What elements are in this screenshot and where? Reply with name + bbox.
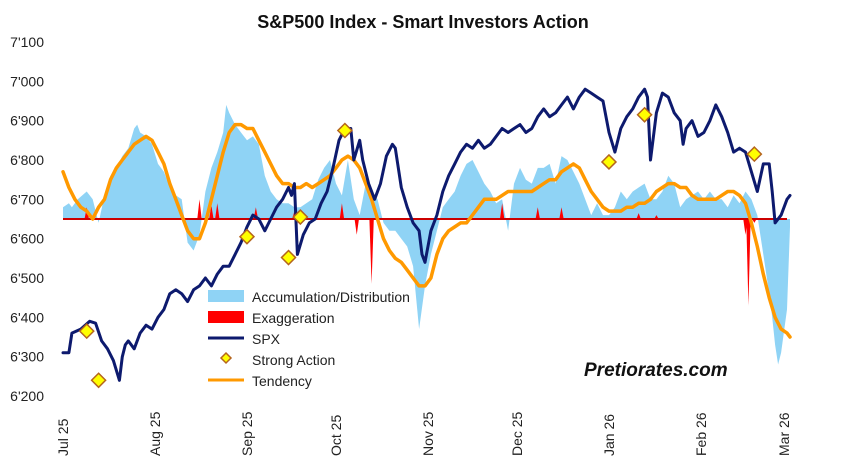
x-axis-ticks: Jul 25 Aug 25 Sep 25 Oct 25 Nov 25 Dec 25 Jan … bbox=[55, 411, 792, 456]
strong-action-marker-4 bbox=[292, 208, 309, 226]
y-tick-label: 6'400 bbox=[10, 309, 44, 325]
legend-label-tendency: Tendency bbox=[252, 373, 312, 389]
y-tick-label: 6'900 bbox=[10, 113, 44, 129]
x-tick-label: Dec 25 bbox=[509, 411, 525, 456]
accumulation-distribution-area bbox=[63, 104, 790, 365]
y-tick-label: 6'300 bbox=[10, 349, 44, 365]
x-tick-label: Nov 25 bbox=[420, 411, 436, 456]
x-tick-label: Jan 26 bbox=[601, 414, 617, 456]
exaggeration-spike-9 bbox=[499, 203, 505, 219]
exaggeration-spike-8 bbox=[369, 219, 374, 284]
y-axis-ticks: 6'200 6'300 6'400 6'500 6'600 6'700 6'800 6'900… bbox=[10, 34, 44, 404]
legend-label-accumulation: Accumulation/Distribution bbox=[252, 289, 410, 305]
y-tick-label: 6'200 bbox=[10, 388, 44, 404]
legend-swatch-exaggeration bbox=[208, 311, 244, 323]
spx-line bbox=[61, 87, 792, 382]
exaggeration-spike-6 bbox=[339, 203, 345, 219]
x-tick-label: Mar 26 bbox=[776, 412, 792, 456]
tendency-line-path bbox=[61, 122, 792, 339]
strong-action-marker-1 bbox=[90, 372, 107, 389]
exaggeration-spike-2 bbox=[209, 205, 214, 219]
y-tick-label: 6'500 bbox=[10, 270, 44, 286]
y-tick-label: 6'800 bbox=[10, 152, 44, 168]
y-tick-label: 7'100 bbox=[10, 34, 44, 50]
x-tick-label: Sep 25 bbox=[239, 411, 255, 456]
strong-action-markers bbox=[78, 106, 763, 389]
exaggeration-spike-1 bbox=[197, 199, 202, 219]
x-tick-label: Feb 26 bbox=[693, 412, 709, 456]
strong-action-marker-3 bbox=[280, 249, 297, 266]
legend: Accumulation/Distribution Exaggeration S… bbox=[208, 289, 410, 389]
exaggeration-spike-12 bbox=[636, 213, 641, 219]
tendency-line bbox=[61, 122, 792, 339]
strong-action-marker-8 bbox=[746, 146, 763, 163]
legend-swatch-strong-action bbox=[219, 351, 233, 365]
exaggeration-spike-11 bbox=[559, 207, 564, 219]
strong-action-marker-2 bbox=[238, 228, 256, 245]
y-tick-label: 6'600 bbox=[10, 231, 44, 247]
brand-watermark: Pretiorates.com bbox=[584, 360, 728, 381]
exaggeration-spike-15 bbox=[746, 219, 751, 306]
x-tick-label: Aug 25 bbox=[147, 411, 163, 456]
strong-action-marker-5 bbox=[336, 122, 353, 139]
strong-action-marker-7 bbox=[636, 106, 653, 123]
legend-swatch-accumulation bbox=[208, 290, 244, 302]
legend-label-spx: SPX bbox=[252, 331, 281, 347]
accumulation-area-path bbox=[63, 104, 790, 365]
x-tick-label: Oct 25 bbox=[328, 415, 344, 456]
strong-action-marker-6 bbox=[600, 153, 618, 171]
legend-label-exaggeration: Exaggeration bbox=[252, 310, 335, 326]
legend-label-strong-action: Strong Action bbox=[252, 352, 335, 368]
strong-action-marker-0 bbox=[78, 323, 95, 340]
exaggeration-spike-10 bbox=[535, 207, 540, 219]
y-tick-label: 6'700 bbox=[10, 191, 44, 207]
y-tick-label: 7'000 bbox=[10, 73, 44, 89]
exaggeration-spike-3 bbox=[215, 203, 220, 219]
spx-line-path bbox=[61, 87, 792, 382]
exaggeration-spike-7 bbox=[354, 219, 359, 235]
chart-title: S&P500 Index - Smart Investors Action bbox=[257, 12, 588, 32]
x-tick-label: Jul 25 bbox=[55, 418, 71, 456]
